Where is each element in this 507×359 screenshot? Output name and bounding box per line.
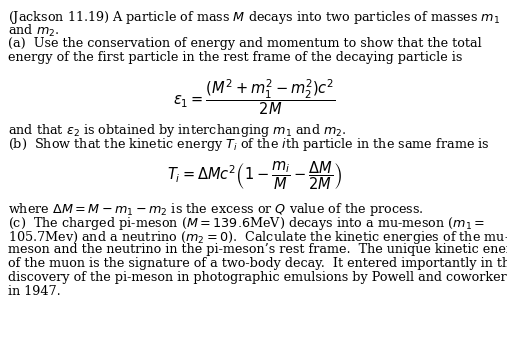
Text: where $\Delta M = M - m_1 - m_2$ is the excess or $Q$ value of the process.: where $\Delta M = M - m_1 - m_2$ is the … bbox=[8, 201, 424, 218]
Text: energy of the first particle in the rest frame of the decaying particle is: energy of the first particle in the rest… bbox=[8, 51, 462, 64]
Text: 105.7Mev) and a neutrino ($m_2 = 0$).  Calculate the kinetic energies of the mu-: 105.7Mev) and a neutrino ($m_2 = 0$). Ca… bbox=[8, 229, 507, 246]
Text: and $m_2$.: and $m_2$. bbox=[8, 23, 59, 39]
Text: $T_i = \Delta M c^2 \left(1 - \dfrac{m_i}{M} - \dfrac{\Delta M}{2M}\right)$: $T_i = \Delta M c^2 \left(1 - \dfrac{m_i… bbox=[167, 159, 341, 192]
Text: of the muon is the signature of a two-body decay.  It entered importantly in the: of the muon is the signature of a two-bo… bbox=[8, 257, 507, 270]
Text: (c)  The charged pi-meson ($M = 139.6$MeV) decays into a mu-meson ($m_1 =$: (c) The charged pi-meson ($M = 139.6$MeV… bbox=[8, 215, 485, 232]
Text: meson and the neutrino in the pi-meson’s rest frame.  The unique kinetic energy: meson and the neutrino in the pi-meson’s… bbox=[8, 243, 507, 256]
Text: (b)  Show that the kinetic energy $T_i$ of the $i$th particle in the same frame : (b) Show that the kinetic energy $T_i$ o… bbox=[8, 136, 490, 153]
Text: $\epsilon_1 = \dfrac{(M^2 + m_1^2 - m_2^2)c^2}{2M}$: $\epsilon_1 = \dfrac{(M^2 + m_1^2 - m_2^… bbox=[173, 77, 335, 117]
Text: (Jackson 11.19) A particle of mass $M$ decays into two particles of masses $m_1$: (Jackson 11.19) A particle of mass $M$ d… bbox=[8, 9, 500, 26]
Text: (a)  Use the conservation of energy and momentum to show that the total: (a) Use the conservation of energy and m… bbox=[8, 37, 482, 50]
Text: in 1947.: in 1947. bbox=[8, 285, 61, 298]
Text: and that $\epsilon_2$ is obtained by interchanging $m_1$ and $m_2$.: and that $\epsilon_2$ is obtained by int… bbox=[8, 122, 347, 139]
Text: discovery of the pi-meson in photographic emulsions by Powell and coworkers: discovery of the pi-meson in photographi… bbox=[8, 271, 507, 284]
